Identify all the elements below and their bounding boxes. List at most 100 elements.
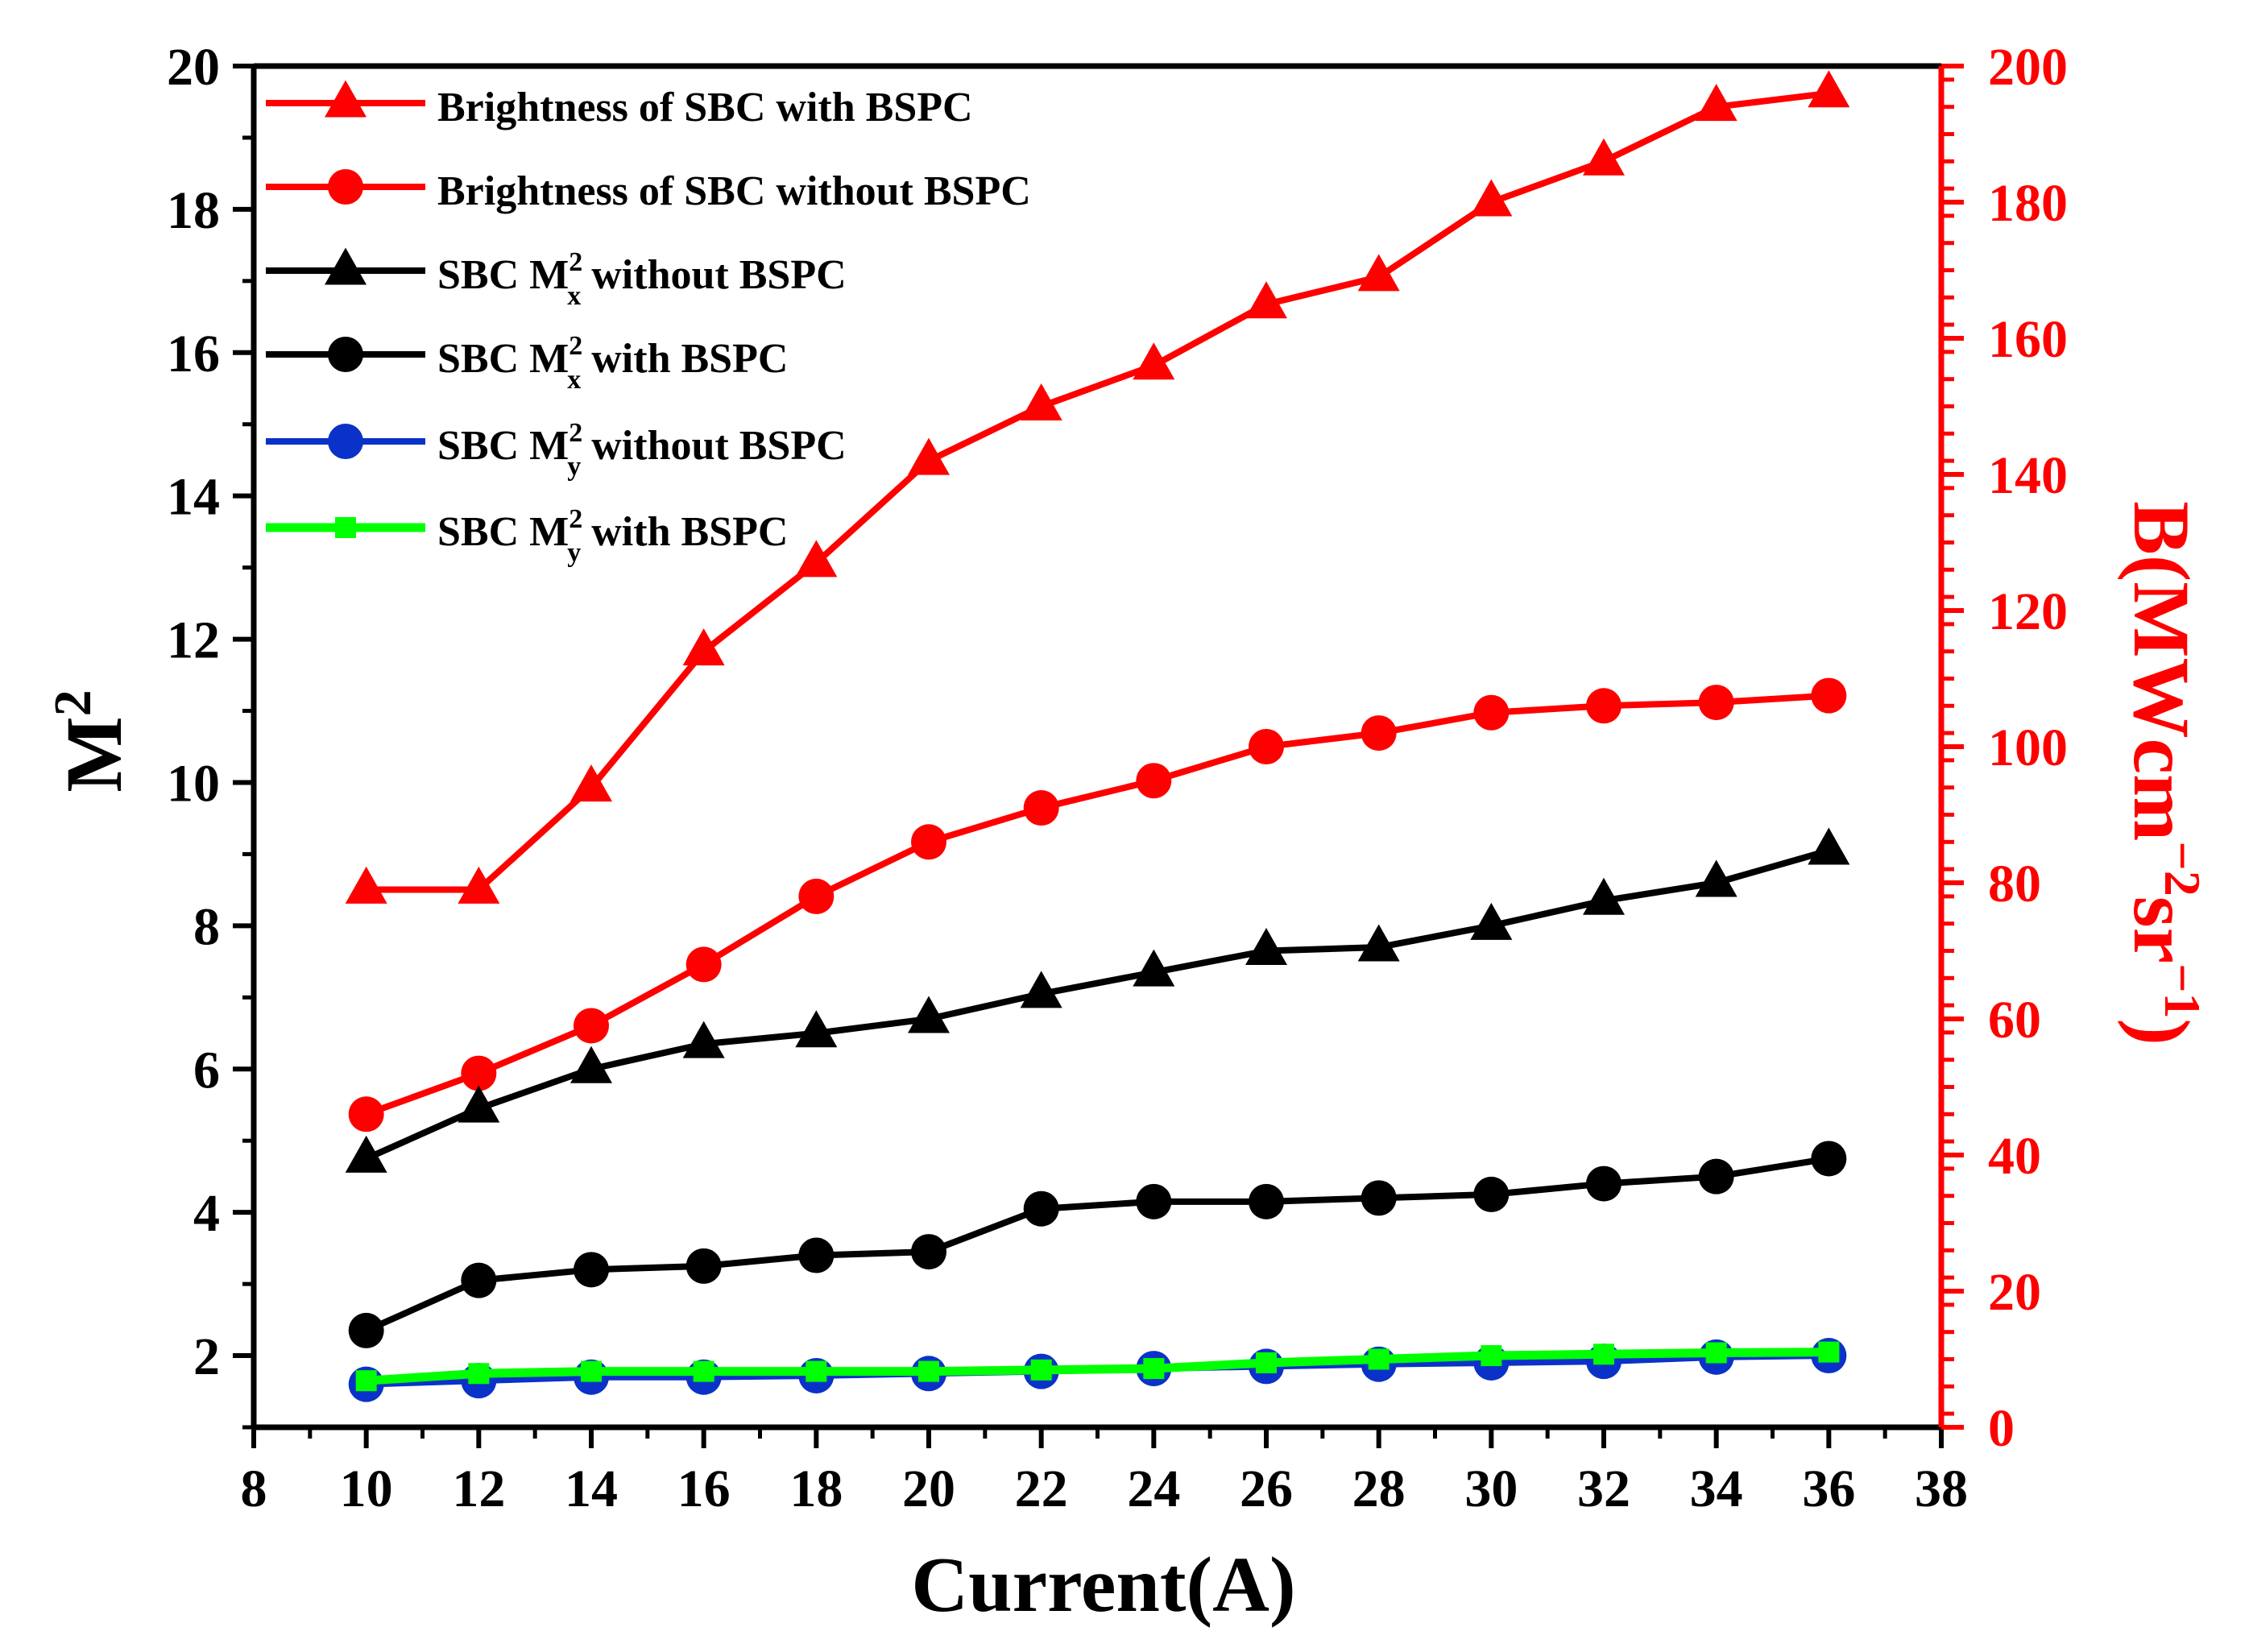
data-point-bright_with	[458, 866, 500, 904]
y-left-title-sup: 2	[43, 689, 102, 716]
y-right-tick-label: 180	[1988, 174, 2068, 233]
x-tick-label: 16	[677, 1459, 731, 1518]
y-axis-right-title: B(MWcm−2sr−1)	[2117, 501, 2211, 1045]
data-point-bright_with	[1133, 342, 1175, 380]
data-point-my_with	[1481, 1345, 1502, 1367]
data-point-mx_without	[1020, 971, 1062, 1008]
data-point-mx_with	[1586, 1166, 1622, 1202]
legend-label-my_with: SBC M2 y with BSPC	[437, 504, 788, 568]
y-left-title-base: M	[49, 716, 139, 792]
x-tick-label: 12	[452, 1459, 505, 1518]
x-tick-label: 36	[1802, 1459, 1855, 1518]
x-tick-label: 20	[902, 1459, 955, 1518]
data-point-mx_without	[1245, 927, 1287, 965]
legend-label-post: without BSPC	[581, 252, 846, 298]
data-point-mx_with	[1136, 1183, 1172, 1219]
data-point-my_with	[806, 1360, 827, 1382]
data-point-mx_without	[458, 1085, 500, 1123]
x-tick-label: 22	[1015, 1459, 1068, 1518]
data-point-mx_without	[1695, 859, 1737, 897]
y-right-title-part1: B(MWcm	[2117, 501, 2206, 841]
legend-item-bright_with: Brightness of SBC with BSPC	[266, 80, 973, 130]
data-point-bright_with	[1808, 70, 1850, 108]
x-axis-title: Current(A)	[911, 1542, 1295, 1629]
data-point-bright_without	[1698, 685, 1734, 721]
x-tick-label: 24	[1127, 1459, 1180, 1518]
data-point-mx_with	[574, 1252, 609, 1288]
data-point-mx_with	[911, 1234, 946, 1270]
y-left-tick-label: 8	[193, 897, 220, 956]
series-line-my_with	[366, 1348, 1829, 1385]
series-line-bright_with	[366, 89, 1829, 893]
data-point-my_with	[1593, 1344, 1614, 1365]
data-point-my_with	[1030, 1359, 1052, 1381]
data-point-bright_without	[1249, 729, 1284, 764]
data-point-my_with	[1705, 1342, 1727, 1364]
data-point-my_with	[1368, 1348, 1390, 1370]
data-point-bright_without	[1811, 677, 1847, 714]
data-point-bright_with	[1695, 84, 1737, 122]
legend-label-mx_with: SBC M2 x with BSPC	[437, 331, 788, 395]
legend-label-pre: SBC M	[437, 423, 569, 469]
data-point-bright_with	[1470, 179, 1513, 217]
data-point-bright_without	[574, 1008, 609, 1044]
data-point-my_with	[1256, 1352, 1277, 1373]
data-point-bright_without	[685, 946, 722, 983]
data-point-mx_without	[1808, 827, 1850, 865]
y-left-tick-label: 14	[167, 468, 220, 527]
y-left-tick-label: 16	[167, 325, 220, 383]
legend-label-sub: y	[567, 538, 581, 568]
y-left-tick-label: 20	[167, 38, 220, 97]
data-point-my_with	[693, 1360, 714, 1382]
data-point-my_with	[355, 1370, 377, 1392]
data-point-bright_with	[570, 764, 612, 802]
data-point-my_with	[1143, 1358, 1165, 1380]
data-point-my_with	[581, 1360, 602, 1382]
data-point-my_with	[1818, 1341, 1840, 1363]
y-right-tick-label: 40	[1988, 1127, 2041, 1186]
data-point-bright_without	[348, 1096, 384, 1132]
data-point-mx_with	[1811, 1141, 1847, 1177]
data-point-mx_without	[570, 1045, 612, 1083]
data-point-bright_without	[911, 824, 946, 860]
data-point-bright_with	[908, 437, 950, 475]
data-point-mx_without	[1583, 877, 1625, 915]
legend-marker-mx_with	[328, 337, 363, 372]
data-point-mx_with	[685, 1248, 722, 1284]
series-bright_with	[345, 70, 1850, 904]
y-right-tick-label: 120	[1988, 582, 2068, 641]
legend-marker-my_without	[328, 424, 363, 459]
x-tick-label: 34	[1690, 1459, 1743, 1518]
legend-label-post: without BSPC	[581, 423, 846, 469]
y-left-tick-label: 18	[167, 181, 220, 240]
legend-item-mx_without: SBC M2 x without BSPC	[266, 247, 847, 311]
data-point-bright_with	[345, 866, 387, 904]
legend-label-sup: 2	[569, 331, 582, 361]
y-right-tick-label: 0	[1988, 1399, 2015, 1458]
legend-label-my_without: SBC M2 y without BSPC	[437, 418, 847, 482]
y-right-tick-label: 140	[1988, 446, 2068, 505]
data-point-my_with	[918, 1360, 939, 1382]
series-line-mx_without	[365, 847, 1830, 1162]
legend-marker-my_with	[335, 517, 356, 538]
x-tick-label: 18	[789, 1459, 843, 1518]
data-point-mx_without	[345, 1135, 387, 1173]
legend-item-my_without: SBC M2 y without BSPC	[266, 418, 847, 482]
data-point-bright_without	[1473, 694, 1510, 731]
legend-marker-bright_with	[325, 80, 367, 118]
y-right-tick-label: 80	[1988, 855, 2041, 913]
legend-label-sub: x	[567, 365, 581, 395]
legend-item-bright_without: Brightness of SBC without BSPC	[266, 168, 1031, 214]
data-point-my_with	[468, 1363, 490, 1385]
data-point-mx_with	[798, 1237, 835, 1273]
data-point-mx_without	[1470, 902, 1513, 940]
y-left-tick-label: 12	[167, 611, 220, 670]
data-point-mx_without	[682, 1021, 725, 1058]
y-right-title-sup1: −2	[2154, 841, 2211, 896]
data-point-mx_with	[1361, 1180, 1397, 1216]
legend-item-mx_with: SBC M2 x with BSPC	[266, 331, 788, 395]
data-point-bright_without	[461, 1055, 497, 1091]
data-point-bright_without	[1361, 715, 1397, 751]
legend-item-my_with: SBC M2 y with BSPC	[266, 504, 788, 568]
legend-label-mx_without: SBC M2 x without BSPC	[437, 247, 847, 311]
